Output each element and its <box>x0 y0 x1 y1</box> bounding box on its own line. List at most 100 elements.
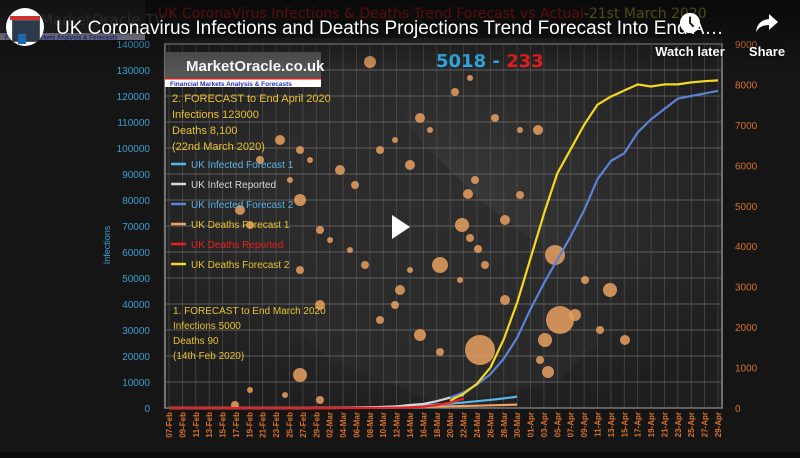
x-axis-tick-label: 21-Apr <box>660 412 669 437</box>
city-dot <box>569 309 581 321</box>
city-dot <box>536 356 544 364</box>
player-bottom-bar <box>0 452 800 458</box>
headline-deaths: 233 <box>506 51 544 72</box>
city-dot <box>451 88 459 96</box>
city-dot <box>395 285 405 295</box>
series-line-uk-infected-forecast-2 <box>449 89 719 399</box>
x-axis-tick-label: 30-Mar <box>513 412 522 438</box>
city-dot <box>315 300 325 310</box>
city-dot <box>500 215 510 225</box>
left-axis-tick-label: 20000 <box>122 352 150 363</box>
city-dot <box>466 234 474 242</box>
city-dot <box>500 295 510 305</box>
city-dot <box>474 245 482 253</box>
legend-label: UK Infected Forecast 1 <box>191 160 294 171</box>
clock-icon <box>679 12 701 34</box>
city-dot <box>457 277 463 283</box>
channel-avatar[interactable] <box>6 8 44 46</box>
left-axis-tick-label: 140000 <box>117 40 151 51</box>
city-dot <box>581 276 589 284</box>
watch-later-button[interactable]: Watch later <box>650 12 730 59</box>
x-axis-tick-label: 20-Mar <box>446 412 455 438</box>
city-dot <box>516 191 524 199</box>
svg-text:Infections 123000: Infections 123000 <box>172 109 259 121</box>
left-axis-tick-label: 0 <box>144 404 150 415</box>
legend-label: UK Deaths Forecast 2 <box>191 260 290 271</box>
x-axis-tick-label: 07-Apr <box>567 412 576 437</box>
city-dot <box>364 56 376 68</box>
avatar-k-mark <box>18 34 26 44</box>
left-axis-tick-label: 120000 <box>117 92 151 103</box>
city-dot <box>327 237 333 243</box>
right-axis-tick-label: 2000 <box>735 323 758 334</box>
left-axis-ticks: 0 10000 20000 30000 40000 50000 60000 70000 8000… <box>117 40 151 415</box>
avatar-screen <box>12 20 40 42</box>
x-axis-tick-label: 13-Apr <box>607 412 616 437</box>
x-axis-tick-label: 12-Mar <box>393 412 402 438</box>
legend: UK Infected Forecast 1 UK Infect Reported… <box>171 160 294 271</box>
legend-label: UK Infect Reported <box>191 180 276 191</box>
x-axis-tick-label: 17-Apr <box>634 412 643 437</box>
city-dot <box>235 205 245 215</box>
city-dot <box>467 75 473 81</box>
share-button[interactable]: Share <box>742 12 792 59</box>
city-dot <box>542 366 554 378</box>
legend-label: UK Deaths Reported <box>191 240 283 251</box>
city-dot <box>287 177 293 183</box>
city-dot <box>546 306 574 334</box>
svg-text:Deaths 90: Deaths 90 <box>173 336 219 347</box>
x-axis-tick-label: 09-Feb <box>178 412 187 438</box>
x-axis-tick-label: 22-Mar <box>460 412 469 438</box>
play-button[interactable] <box>378 207 422 247</box>
left-axis-tick-label: 130000 <box>117 66 151 77</box>
x-axis-ticks: 07-Feb 09-Feb 11-Feb 13-Feb 15-Feb 17-Feb 19-F… <box>165 412 723 438</box>
city-dot <box>392 137 398 143</box>
right-axis-tick-label: 7000 <box>735 121 758 132</box>
svg-text:(14th Feb 2020): (14th Feb 2020) <box>173 351 244 362</box>
x-axis-tick-label: 02-Mar <box>326 412 335 438</box>
svg-text:Deaths 8,100: Deaths 8,100 <box>172 125 237 137</box>
x-axis-tick-label: 16-Mar <box>419 412 428 438</box>
city-dot <box>316 226 324 234</box>
city-dot <box>463 189 473 199</box>
right-axis-tick-label: 3000 <box>735 283 758 294</box>
city-dot <box>361 261 369 269</box>
left-axis-tick-label: 50000 <box>122 274 150 285</box>
video-title[interactable]: UK Coronavirus Infections and Deaths Pro… <box>56 18 724 39</box>
city-dot <box>432 257 448 273</box>
right-axis-tick-label: 0 <box>735 404 741 415</box>
left-axis-tick-label: 70000 <box>122 222 150 233</box>
x-axis-tick-label: 19-Feb <box>245 412 254 438</box>
city-dot <box>455 218 469 232</box>
city-dot <box>247 387 253 393</box>
x-axis-tick-label: 28-Mar <box>500 412 509 438</box>
city-dot <box>407 267 413 273</box>
city-dot <box>282 392 288 398</box>
left-axis-tick-label: 10000 <box>122 378 150 389</box>
x-axis-tick-label: 29-Feb <box>312 412 321 438</box>
x-axis-tick-label: 23-Apr <box>674 412 683 437</box>
x-axis-tick-label: 09-Apr <box>580 412 589 437</box>
x-axis-tick-label: 04-Mar <box>339 412 348 438</box>
city-dot <box>376 146 384 154</box>
x-axis-tick-label: 07-Feb <box>165 412 174 438</box>
city-dot <box>414 329 426 341</box>
x-axis-tick-label: 27-Feb <box>299 412 308 438</box>
city-dot <box>481 261 489 269</box>
watch-later-label: Watch later <box>655 44 725 59</box>
headline-figures: 5018 - 233 <box>436 51 544 72</box>
city-dot <box>620 335 630 345</box>
play-icon <box>392 215 410 239</box>
forecast-2-notes: 2. FORECAST to End April 2020 Infections… <box>172 93 331 153</box>
city-dot <box>275 135 285 145</box>
headline-infections: 5018 <box>436 51 486 72</box>
city-dot <box>347 247 353 253</box>
city-dot <box>376 316 384 324</box>
series-lines <box>169 79 719 410</box>
svg-text:2. FORECAST to End April 2020: 2. FORECAST to End April 2020 <box>172 93 331 105</box>
x-axis-tick-label: 15-Apr <box>620 412 629 437</box>
left-axis-tick-label: 110000 <box>117 118 150 129</box>
right-axis-tick-label: 6000 <box>735 161 758 172</box>
